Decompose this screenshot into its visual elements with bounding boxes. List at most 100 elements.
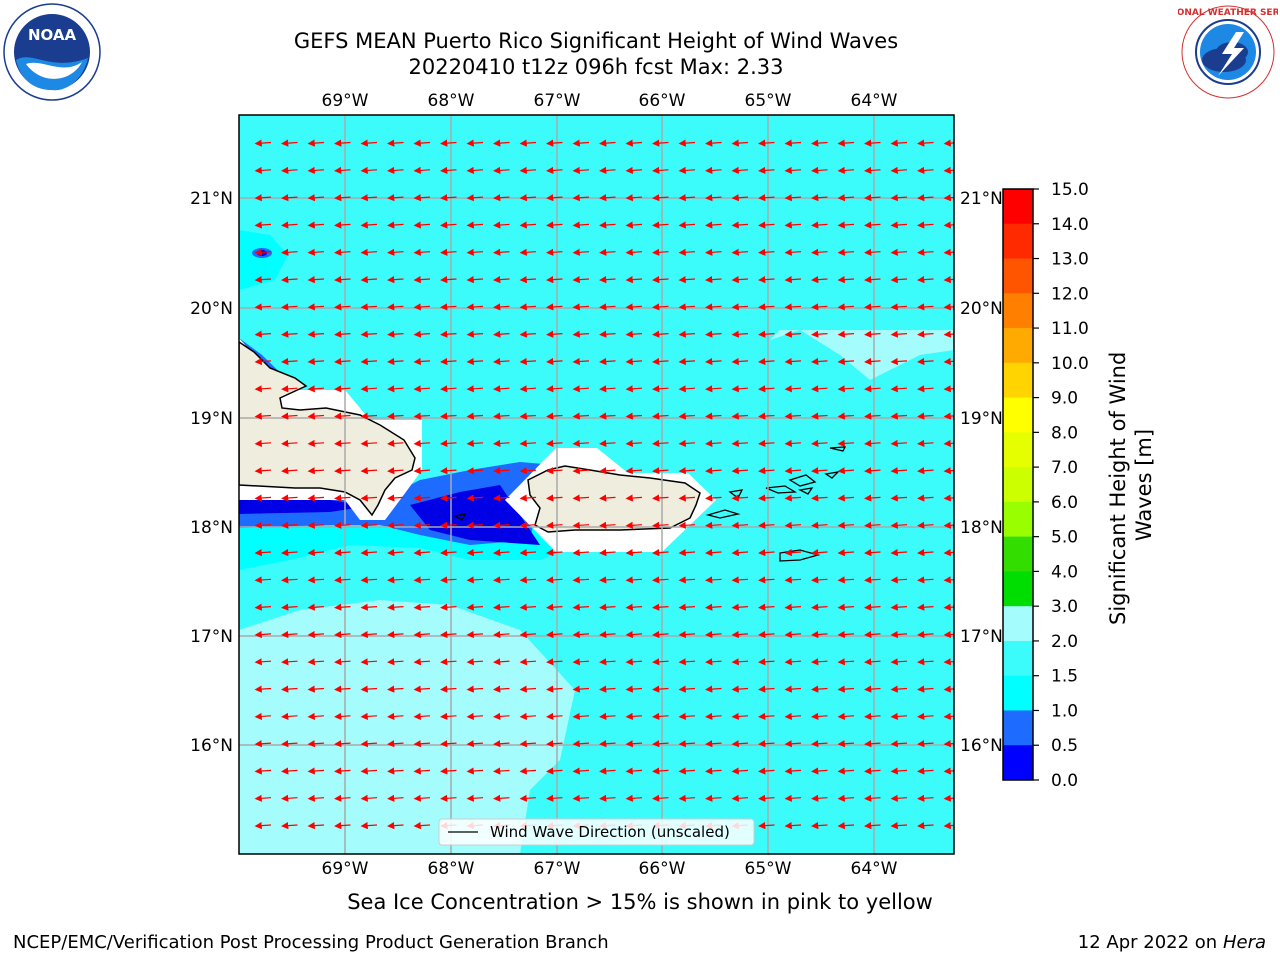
- wind-wave-arrow: [546, 712, 563, 721]
- wind-wave-arrow: [652, 494, 669, 502]
- wind-wave-arrow: [890, 276, 908, 284]
- wind-wave-arrow: [890, 467, 908, 475]
- wind-wave-arrow: [413, 357, 431, 366]
- wind-wave-arrow: [837, 166, 855, 175]
- wind-wave-arrow: [731, 549, 749, 557]
- wind-wave-arrow: [943, 603, 954, 611]
- wind-wave-arrow: [705, 276, 722, 284]
- wind-wave-arrow: [652, 412, 669, 420]
- wind-wave-arrow: [864, 467, 881, 475]
- wind-wave-arrow: [493, 767, 510, 775]
- wind-wave-arrow: [890, 357, 908, 366]
- wind-wave-arrow: [811, 740, 828, 748]
- wind-wave-arrow: [254, 357, 272, 366]
- wind-wave-arrow: [440, 385, 457, 393]
- wind-wave-arrow: [811, 330, 828, 338]
- wind-wave-arrow: [572, 166, 590, 175]
- wind-wave-arrow: [599, 139, 616, 147]
- wind-wave-arrow: [917, 385, 934, 393]
- wind-wave-arrow: [254, 166, 272, 175]
- wind-wave-arrow: [572, 740, 590, 748]
- wind-wave-arrow: [360, 767, 378, 775]
- wind-wave-arrow: [811, 303, 828, 311]
- wind-wave-arrow: [811, 139, 828, 147]
- wind-wave-arrow: [466, 794, 484, 802]
- wind-wave-arrow: [811, 822, 828, 830]
- wind-wave-arrow: [599, 467, 616, 475]
- wind-wave-arrow: [572, 357, 590, 366]
- wind-wave-arrow: [334, 740, 351, 748]
- wind-wave-arrow: [254, 740, 272, 748]
- wind-wave-arrow: [652, 166, 669, 175]
- wind-wave-arrow: [837, 822, 855, 830]
- wind-wave-arrow: [440, 439, 457, 448]
- wind-wave-arrow: [864, 549, 881, 557]
- wind-wave-arrow: [413, 603, 431, 611]
- wind-wave-arrow: [466, 276, 484, 284]
- colorbar-tick-label: 14.0: [1051, 215, 1089, 235]
- wind-wave-arrow: [360, 630, 378, 639]
- wind-wave-arrow: [625, 658, 643, 666]
- wind-wave-arrow: [360, 248, 378, 256]
- wind-wave-arrow: [546, 412, 563, 420]
- wind-wave-arrow: [784, 630, 802, 639]
- wind-wave-arrow: [625, 276, 643, 284]
- wind-wave-arrow: [519, 576, 537, 584]
- wind-wave-arrow: [307, 467, 325, 475]
- colorbar-tick-label: 3.0: [1051, 597, 1078, 617]
- wind-wave-arrow: [705, 385, 722, 393]
- wind-wave-arrow: [811, 794, 828, 802]
- wind-wave-arrow: [466, 576, 484, 584]
- wind-wave-arrow: [864, 822, 881, 830]
- wind-wave-arrow: [334, 439, 351, 448]
- wind-wave-arrow: [334, 767, 351, 775]
- wind-wave-arrow: [625, 385, 643, 393]
- wind-wave-arrow: [307, 549, 325, 557]
- wind-wave-arrow: [943, 712, 954, 721]
- wind-wave-arrow: [784, 549, 802, 557]
- wind-wave-arrow: [387, 303, 404, 311]
- wind-wave-arrow: [652, 740, 669, 748]
- wind-wave-arrow: [837, 221, 855, 229]
- wind-wave-arrow: [625, 139, 643, 147]
- wind-wave-arrow: [493, 194, 510, 202]
- wind-wave-arrow: [731, 439, 749, 448]
- wind-wave-arrow: [519, 467, 537, 475]
- wind-wave-arrow: [864, 576, 881, 584]
- wind-wave-arrow: [917, 166, 934, 175]
- wind-wave-arrow: [413, 221, 431, 229]
- wind-wave-arrow: [360, 439, 378, 448]
- wind-wave-arrow: [731, 194, 749, 202]
- wind-wave-arrow: [864, 412, 881, 420]
- colorbar-segment: [1003, 710, 1033, 746]
- wind-wave-arrow: [758, 549, 775, 557]
- wind-wave-arrow: [917, 330, 934, 338]
- wind-wave-arrow: [705, 740, 722, 748]
- wind-wave-arrow: [917, 494, 934, 502]
- wind-wave-arrow: [281, 740, 298, 748]
- wind-wave-arrow: [360, 221, 378, 229]
- wind-wave-arrow: [784, 521, 802, 529]
- wind-wave-arrow: [281, 412, 298, 420]
- wind-wave-arrow: [890, 521, 908, 529]
- lon-label-bottom: 65°W: [745, 859, 792, 879]
- wind-wave-arrow: [440, 658, 457, 666]
- wind-wave-arrow: [917, 822, 934, 830]
- wind-wave-arrow: [678, 248, 696, 256]
- wind-wave-arrow: [387, 822, 404, 830]
- wind-wave-arrow: [519, 658, 537, 666]
- wind-wave-arrow: [652, 330, 669, 338]
- wind-wave-arrow: [254, 194, 272, 202]
- wind-wave-arrow: [281, 685, 298, 693]
- wind-wave-arrow: [413, 248, 431, 256]
- wind-wave-arrow: [625, 357, 643, 366]
- wind-wave-arrow: [387, 767, 404, 775]
- wind-wave-arrow: [678, 385, 696, 393]
- wind-wave-arrow: [307, 303, 325, 311]
- wind-wave-arrow: [784, 467, 802, 475]
- wind-wave-arrow: [387, 385, 404, 393]
- wind-wave-arrow: [360, 276, 378, 284]
- wind-wave-arrow: [493, 549, 510, 557]
- wind-wave-arrow: [837, 767, 855, 775]
- wind-wave-arrow: [705, 521, 722, 529]
